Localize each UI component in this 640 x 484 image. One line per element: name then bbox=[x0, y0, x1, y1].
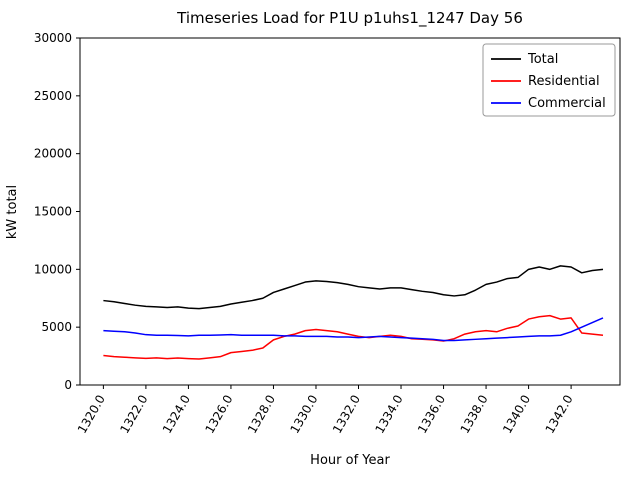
axes-frame bbox=[79, 37, 621, 386]
x-tick-label: 1338.0 bbox=[458, 393, 491, 436]
legend-label-residential: Residential bbox=[528, 74, 600, 89]
x-tick-label: 1322.0 bbox=[117, 393, 150, 436]
x-tick-label: 1326.0 bbox=[202, 393, 235, 436]
series-line-commercial bbox=[103, 317, 604, 342]
legend-label-total: Total bbox=[527, 52, 558, 67]
y-tick-label: 5000 bbox=[41, 320, 72, 334]
y-tick-label: 20000 bbox=[34, 147, 72, 161]
legend-box bbox=[482, 43, 616, 117]
x-tick-label: 1334.0 bbox=[372, 393, 405, 436]
x-tick-label: 1320.0 bbox=[75, 393, 108, 436]
y-axis-label: kW total bbox=[5, 185, 20, 239]
y-tick-label: 15000 bbox=[34, 205, 72, 219]
x-tick-label: 1324.0 bbox=[160, 393, 193, 436]
x-axis-label: Hour of Year bbox=[310, 453, 390, 468]
x-tick-label: 1340.0 bbox=[500, 393, 533, 436]
y-tick-label: 10000 bbox=[34, 262, 72, 276]
series-line-total bbox=[103, 265, 604, 310]
x-tick-label: 1330.0 bbox=[287, 393, 320, 436]
legend-label-commercial: Commercial bbox=[528, 96, 606, 111]
x-tick-label: 1328.0 bbox=[245, 393, 278, 436]
x-tick-label: 1336.0 bbox=[415, 393, 448, 436]
x-tick-label: 1332.0 bbox=[330, 393, 363, 436]
y-tick-label: 0 bbox=[64, 378, 72, 392]
y-tick-label: 25000 bbox=[34, 89, 72, 103]
chart-title: Timeseries Load for P1U p1uhs1_1247 Day … bbox=[176, 9, 523, 28]
x-tick-label: 1342.0 bbox=[543, 393, 576, 436]
series-line-residential bbox=[103, 314, 604, 360]
y-tick-label: 30000 bbox=[34, 31, 72, 45]
